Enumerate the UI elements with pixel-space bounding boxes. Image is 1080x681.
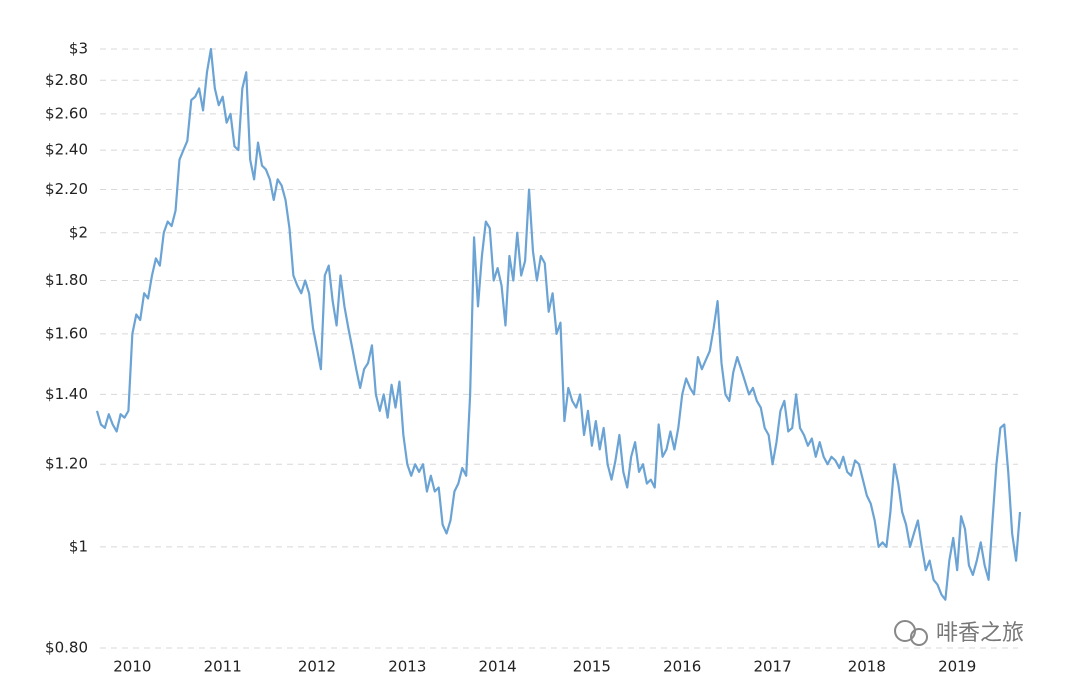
x-tick-label: 2017	[753, 658, 791, 676]
x-tick-label: 2012	[298, 658, 336, 676]
y-tick-label: $1.40	[45, 385, 88, 403]
watermark-icon	[910, 628, 928, 646]
y-tick-label: $2	[69, 223, 88, 241]
y-tick-label: $2.80	[45, 71, 88, 89]
x-tick-label: 2015	[573, 658, 611, 676]
y-tick-label: $3	[69, 40, 88, 58]
watermark: 啡香之旅	[894, 620, 1024, 646]
price-line	[95, 47, 1022, 601]
y-tick-label: $1.80	[45, 271, 88, 289]
x-tick-label: 2014	[479, 658, 517, 676]
y-tick-label: $2.40	[45, 141, 88, 159]
y-tick-label: $1.60	[45, 324, 88, 342]
watermark-text: 啡香之旅	[936, 621, 1024, 646]
x-tick-label: 2019	[938, 658, 976, 676]
y-tick-label: $1	[69, 537, 88, 555]
x-tick-label: 2018	[848, 658, 886, 676]
x-tick-label: 2011	[204, 658, 242, 676]
y-tick-label: $0.80	[45, 639, 88, 657]
x-tick-label: 2010	[113, 658, 151, 676]
y-tick-label: $2.20	[45, 180, 88, 198]
y-tick-label: $1.20	[45, 455, 88, 473]
x-tick-label: 2016	[663, 658, 701, 676]
y-tick-label: $2.60	[45, 104, 88, 122]
x-tick-label: 2013	[388, 658, 426, 676]
